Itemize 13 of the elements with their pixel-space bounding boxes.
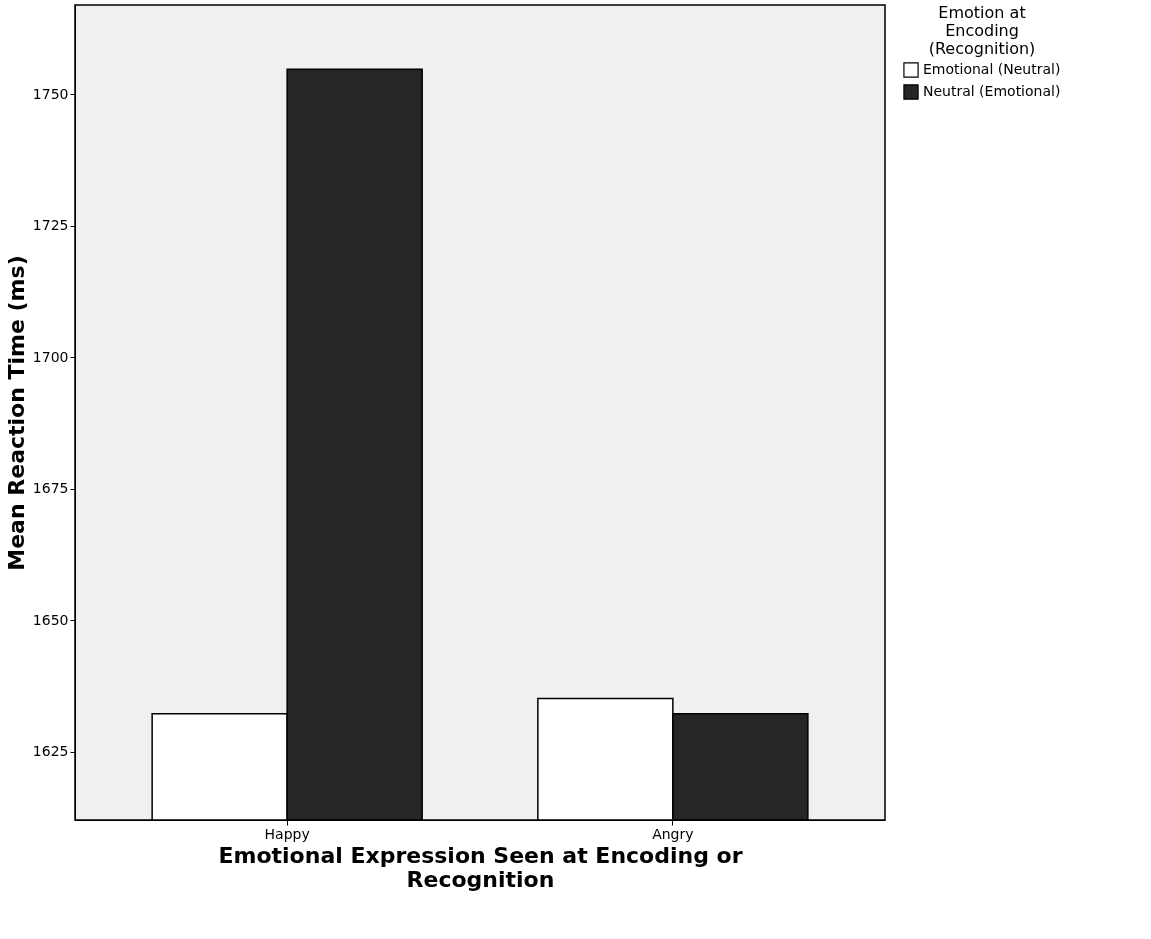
x-tick-label: Angry — [652, 825, 694, 842]
legend-label: Emotional (Neutral) — [923, 61, 1061, 77]
y-tick-label: 1725 — [32, 217, 69, 234]
y-tick-label: 1650 — [32, 611, 69, 628]
y-tick-label: 1675 — [32, 480, 69, 497]
x-axis-title: Emotional Expression Seen at Encoding or Recognition — [218, 842, 743, 892]
legend-label: Neutral (Emotional) — [923, 83, 1061, 99]
y-axis-title: Mean Reaction Time (ms) — [3, 255, 29, 571]
legend-title: Emotion at Encoding (Recognition) — [928, 3, 1036, 58]
y-tick-label: 1750 — [32, 85, 69, 102]
y-tick-label: 1625 — [32, 743, 69, 760]
y-tick-label: 1700 — [32, 348, 69, 365]
x-tick-label: Happy — [264, 825, 310, 842]
